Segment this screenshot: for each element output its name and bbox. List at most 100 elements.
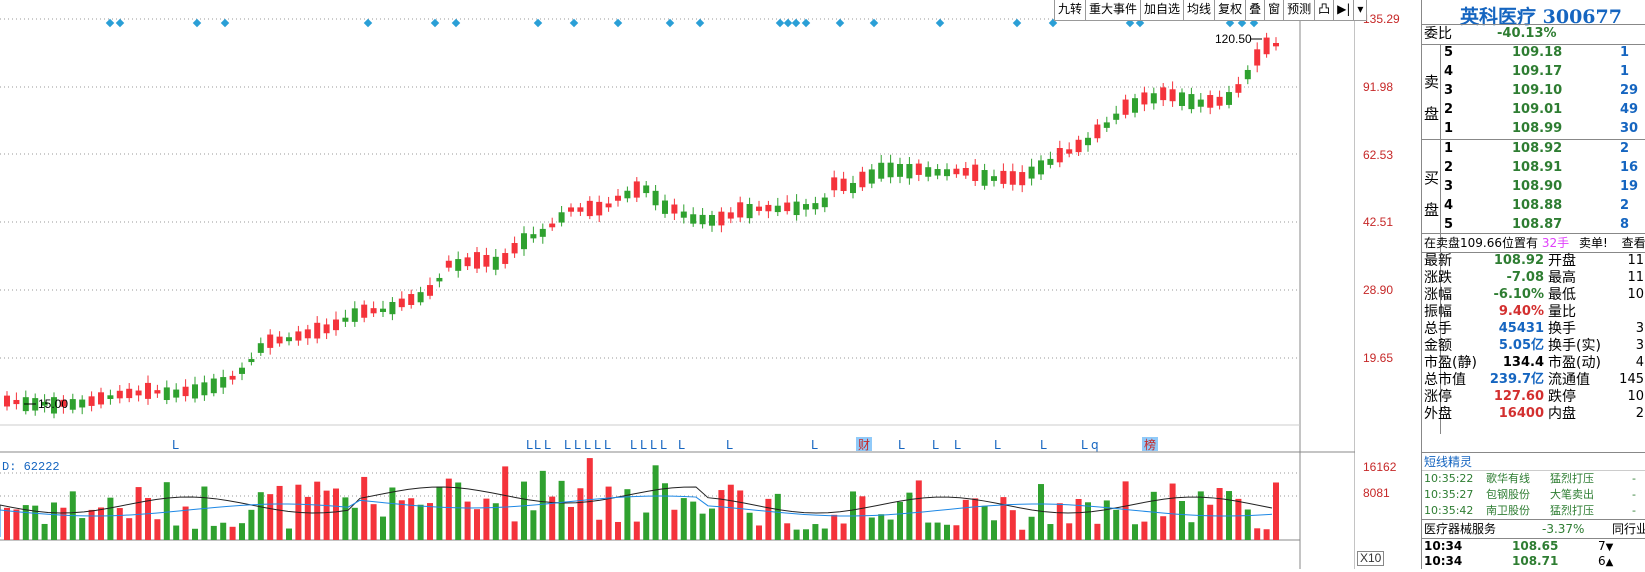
event-marker[interactable] <box>115 18 125 28</box>
signal-marker[interactable]: L <box>650 438 657 452</box>
candle <box>210 373 217 397</box>
signal-marker[interactable]: L <box>604 438 611 452</box>
signal-marker[interactable]: L <box>544 438 551 452</box>
notice-view-link[interactable]: 查看 <box>1621 236 1645 250</box>
sell-price[interactable]: 109.18 <box>1512 45 1563 60</box>
event-marker[interactable] <box>775 18 785 28</box>
event-marker[interactable] <box>613 18 623 28</box>
signal-marker[interactable]: L <box>726 438 733 452</box>
sell-level: 3 <box>1444 83 1454 98</box>
event-marker[interactable] <box>220 18 230 28</box>
volume-bar <box>32 505 39 540</box>
signal-marker[interactable]: L <box>584 438 591 452</box>
buy-price[interactable]: 108.87 <box>1512 217 1563 232</box>
signal-marker[interactable]: L <box>574 438 581 452</box>
sell-level: 2 <box>1444 102 1454 117</box>
toolbar-moving-average-button[interactable]: 均线 <box>1183 0 1214 20</box>
toolbar-dropdown-icon[interactable]: ▾ <box>1353 0 1366 20</box>
volume-bar <box>464 501 471 540</box>
event-marker[interactable] <box>533 18 543 28</box>
event-marker[interactable] <box>935 18 945 28</box>
volume-bar <box>474 509 480 540</box>
signal-marker[interactable]: L <box>1081 438 1088 452</box>
signal-marker[interactable]: L <box>630 438 637 452</box>
sector-name[interactable]: 医疗器械服务 <box>1424 522 1497 536</box>
volume-axis-label: 16162 <box>1363 460 1397 474</box>
event-marker[interactable] <box>801 18 811 28</box>
signal-marker[interactable]: L <box>954 438 961 452</box>
signal-marker[interactable]: L <box>534 438 541 452</box>
signal-marker[interactable]: L <box>172 438 179 452</box>
signal-marker[interactable]: L <box>1040 438 1047 452</box>
event-marker[interactable] <box>791 18 801 28</box>
toolbar-add-watchlist-button[interactable]: 加自选 <box>1140 0 1183 20</box>
buy-price[interactable]: 108.90 <box>1512 179 1563 194</box>
event-marker[interactable] <box>869 18 879 28</box>
toolbar-window-button[interactable]: 窗 <box>1264 0 1283 20</box>
sector-link[interactable]: 同行业 <box>1612 522 1645 536</box>
toolbar-major-events-button[interactable]: 重大事件 <box>1085 0 1140 20</box>
signal-marker[interactable]: q <box>1091 438 1099 452</box>
candle <box>116 385 123 404</box>
signal-marker[interactable]: L <box>994 438 1001 452</box>
signal-marker[interactable]: L <box>678 438 685 452</box>
event-marker[interactable] <box>695 18 705 28</box>
price-axis-label: 28.90 <box>1363 283 1394 297</box>
signal-marker[interactable]: L <box>526 438 533 452</box>
elf-stock[interactable]: 包钢股份 <box>1486 488 1530 501</box>
volume-bar <box>1047 524 1054 540</box>
signal-marker[interactable]: 财 <box>858 438 870 452</box>
toolbar-forecast-button[interactable]: 预测 <box>1283 0 1314 20</box>
signal-marker[interactable]: L <box>640 438 647 452</box>
event-marker[interactable] <box>783 18 793 28</box>
volume-bar <box>643 512 650 540</box>
stock-name: 英科医疗 <box>1460 6 1537 28</box>
sell-price[interactable]: 109.17 <box>1512 64 1563 79</box>
event-marker[interactable] <box>569 18 579 28</box>
event-marker[interactable] <box>192 18 202 28</box>
volume-bar <box>568 506 574 540</box>
volume-bar <box>727 484 734 540</box>
signal-marker[interactable]: L <box>932 438 939 452</box>
elf-stock[interactable]: 歌华有线 <box>1486 472 1530 485</box>
candle <box>1188 87 1195 114</box>
toolbar-tool-icon[interactable]: 凸 <box>1314 0 1333 20</box>
candle <box>746 197 753 224</box>
elf-event: 大笔卖出 <box>1550 488 1594 501</box>
order-notice[interactable]: 在卖盘109.66位置有 32手 卖单! 查看 <box>1424 234 1645 252</box>
signal-marker[interactable]: L <box>898 438 905 452</box>
event-marker[interactable] <box>1012 18 1022 28</box>
volume-multiplier-button[interactable]: X10 <box>1357 551 1385 566</box>
stat-value: -7.08 <box>1506 270 1544 285</box>
buy-level: 5 <box>1444 217 1454 232</box>
signal-marker[interactable]: 榜 <box>1144 437 1156 452</box>
toolbar-adjust-button[interactable]: 复权 <box>1214 0 1245 20</box>
signal-marker[interactable]: L <box>594 438 601 452</box>
toolbar-overlay-button[interactable]: 叠 <box>1245 0 1264 20</box>
sell-price[interactable]: 108.99 <box>1512 121 1563 136</box>
volume-bar <box>417 504 424 540</box>
buy-price[interactable]: 108.88 <box>1512 198 1563 213</box>
toolbar-next-icon[interactable]: ▶| <box>1333 0 1353 20</box>
event-marker[interactable] <box>665 18 675 28</box>
signal-marker[interactable]: L <box>660 438 667 452</box>
elf-stock[interactable]: 南卫股份 <box>1486 504 1530 517</box>
event-marker[interactable] <box>835 18 845 28</box>
buy-price[interactable]: 108.92 <box>1512 141 1563 156</box>
event-marker[interactable] <box>105 18 115 28</box>
buy-price[interactable]: 108.91 <box>1512 160 1563 175</box>
volume-bar <box>718 490 725 540</box>
event-marker[interactable] <box>363 18 373 28</box>
candle <box>1085 132 1091 152</box>
event-marker[interactable] <box>451 18 461 28</box>
sell-price[interactable]: 109.01 <box>1512 102 1563 117</box>
toolbar-jiuzhuan-button[interactable]: 九转 <box>1058 2 1083 16</box>
sell-price[interactable]: 109.10 <box>1512 83 1563 98</box>
signal-marker[interactable]: L <box>564 438 571 452</box>
event-marker[interactable] <box>430 18 440 28</box>
candle <box>220 369 227 394</box>
candle <box>906 157 913 185</box>
signal-marker[interactable]: L <box>811 438 818 452</box>
